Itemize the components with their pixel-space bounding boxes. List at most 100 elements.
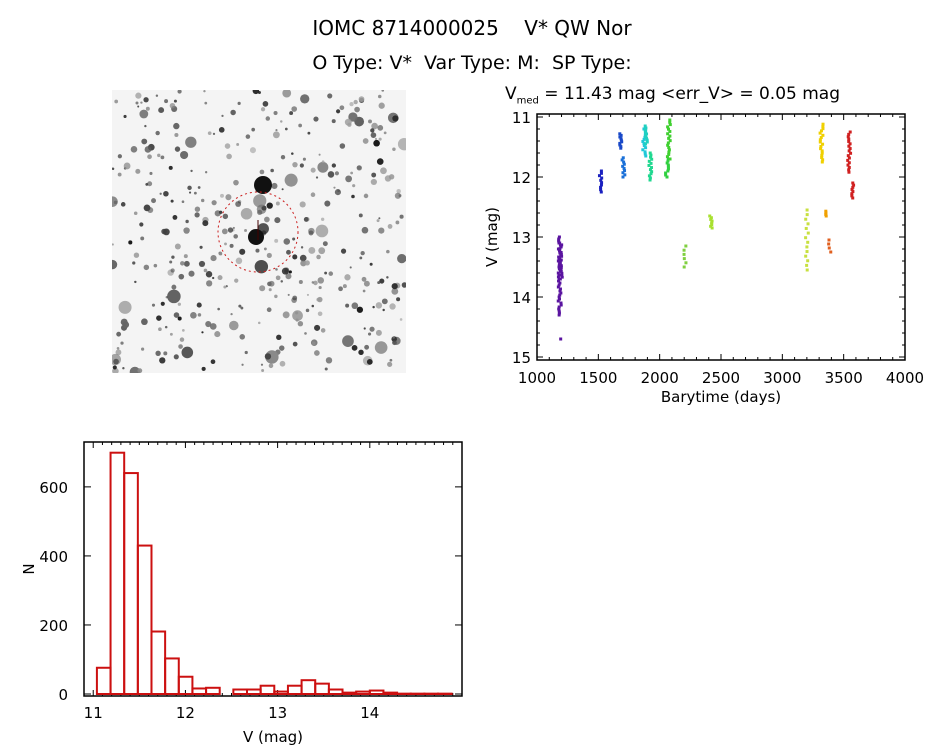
star-icon [114,99,119,104]
star-icon [149,171,153,175]
star-icon [317,296,323,303]
data-point [619,146,623,150]
star-icon [185,136,197,148]
star-icon [135,101,139,105]
target-circle-marker [217,191,299,273]
star-icon [345,175,353,183]
star-icon [292,161,298,168]
data-point [622,166,626,170]
data-point [648,178,652,182]
data-point [666,163,670,167]
star-icon [254,259,269,274]
histogram-axes [83,441,463,697]
star-icon [255,248,260,253]
data-point [559,250,563,254]
star-icon [320,217,325,221]
star-icon [217,307,220,311]
data-point [668,134,672,138]
star-icon [214,210,221,217]
star-icon [224,242,227,246]
star-icon [220,193,224,198]
data-point [821,124,825,128]
data-point [559,266,563,270]
star-icon [160,155,165,160]
data-point [665,155,669,159]
star-icon [369,326,375,332]
star-icon [218,251,223,256]
data-point [805,263,809,267]
data-point [666,167,670,171]
plot-title: IOMC 8714000025 V* QW Nor [312,16,632,40]
star-icon [377,124,384,131]
star-icon [280,280,284,283]
data-point [557,279,561,283]
star-icon [140,236,145,241]
star-icon [169,332,173,336]
data-point [668,120,672,124]
star-icon [206,280,213,287]
star-icon [267,281,272,287]
star-icon [396,297,401,302]
star-icon [389,358,393,362]
star-icon [300,260,307,267]
vmed-label: Vmed = 11.43 mag <err_V> = 0.05 mag [505,84,840,106]
data-point [558,249,562,253]
data-point [682,257,686,261]
data-point [846,135,850,139]
star-icon [237,101,241,105]
data-point [806,259,810,263]
star-icon [304,332,307,335]
star-icon [377,94,382,99]
star-icon [116,331,122,337]
x-tick-label: 3000 [763,369,801,387]
star-icon [140,101,143,104]
data-point [668,157,672,161]
star-icon [190,311,197,319]
star-icon [123,114,127,119]
data-point [621,175,625,179]
star-icon [375,329,382,336]
data-point [560,275,564,279]
star-icon [281,267,289,275]
star-icon [266,202,273,209]
star-icon [363,193,369,199]
star-icon [155,350,161,356]
data-point [709,217,713,221]
data-point [710,226,714,230]
star-icon [300,94,310,104]
star-icon [251,127,256,132]
star-icon [275,268,278,271]
data-point [667,148,671,152]
star-icon [209,323,217,330]
target-star-icon [248,229,264,245]
star-icon [211,200,217,206]
star-icon [372,305,375,309]
star-icon [169,102,176,109]
data-point [805,250,809,254]
star-icon [235,257,243,265]
data-point [668,118,672,122]
star-icon [238,304,242,308]
star-icon [201,331,204,334]
y-tick-label: 14 [512,289,531,307]
star-icon [313,116,319,122]
star-icon [272,131,280,139]
star-icon [310,192,316,197]
star-icon [159,357,166,364]
star-icon [275,201,280,206]
histogram-bar [109,451,126,695]
star-icon [194,212,200,218]
data-point [684,244,688,248]
data-point [820,153,824,157]
star-icon [303,217,309,222]
star-icon [318,285,322,290]
histogram-bar [164,657,180,696]
star-icon [397,253,406,264]
data-point [558,241,562,245]
data-point [557,311,561,315]
star-icon [364,344,370,350]
star-icon [381,90,385,92]
data-point [557,313,561,317]
x-tick-label: 12 [176,704,195,722]
data-point [820,156,824,160]
